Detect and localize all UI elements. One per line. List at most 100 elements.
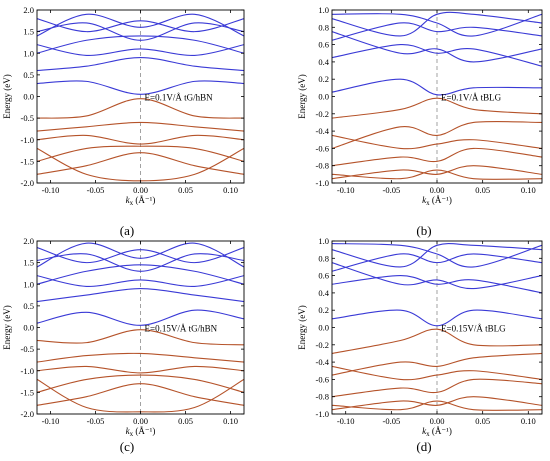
conduction-band-0 — [332, 78, 542, 96]
x-tick-label: 0.00 — [430, 416, 445, 426]
x-axis-label-sub: x — [426, 199, 430, 207]
conduction-band-6 — [37, 242, 244, 268]
valence-band-9 — [332, 147, 542, 167]
x-tick-label: 0.05 — [475, 416, 490, 426]
y-tick-label: -0.5 — [21, 113, 34, 123]
valence-band-11 — [332, 400, 542, 411]
x-tick-label: -0.10 — [42, 416, 60, 426]
x-tick-label: -0.05 — [87, 416, 105, 426]
y-tick-label: -1.5 — [21, 387, 34, 397]
y-tick-label: -0.4 — [316, 126, 330, 136]
y-tick-label: 1.0 — [23, 279, 34, 289]
x-tick-label: -0.05 — [382, 185, 400, 195]
x-tick-label: -0.05 — [87, 185, 105, 195]
x-tick-label: 0.10 — [521, 185, 536, 195]
x-axis-label-unit: (Å⁻¹) — [430, 426, 452, 436]
panel-label: (d) — [416, 439, 431, 454]
conduction-band-3 — [332, 253, 542, 272]
bands-group — [37, 10, 244, 183]
valence-band-10 — [37, 374, 244, 393]
conduction-band-4 — [332, 243, 542, 268]
panel-d: 1.0 0.8 0.6 0.4 0.2 0.0 -0.2 -0.4 -0.6 -0.8 -1.0 -0… — [297, 236, 543, 454]
conduction-band-5 — [37, 18, 244, 33]
x-tick-label: 0.00 — [133, 416, 148, 426]
valence-band-11 — [37, 152, 244, 175]
y-tick-label: 0.6 — [318, 271, 329, 281]
y-tick-label: -2.0 — [21, 178, 34, 188]
field-annotation: E=0.15V/Å tG/hBN — [145, 324, 218, 334]
y-axis-label: Energy (eV) — [297, 305, 307, 350]
panel-a: 2.0 1.5 1.0 0.5 0.0 -0.5 -1.0 -1.5 -2.0 -0.10 -0.0… — [2, 5, 245, 238]
y-tick-label: -0.4 — [316, 357, 330, 367]
x-tick-label: -0.10 — [337, 185, 355, 195]
x-axis-label-sub: x — [426, 430, 430, 438]
y-tick-label: 0.2 — [318, 74, 329, 84]
y-tick-label: -0.6 — [316, 374, 329, 384]
x-tick-label: -0.10 — [42, 185, 60, 195]
conduction-band-3 — [37, 35, 244, 54]
conduction-band-2 — [332, 262, 542, 290]
valence-band-10 — [332, 165, 542, 180]
y-tick-label: -1.0 — [21, 135, 34, 145]
y-tick-label: 1.0 — [318, 236, 329, 246]
conduction-band-6 — [37, 13, 244, 37]
conduction-band-5 — [332, 13, 542, 37]
y-tick-label: 1.0 — [318, 5, 329, 15]
conduction-band-3 — [332, 22, 542, 41]
y-tick-label: -0.5 — [21, 344, 34, 354]
y-tick-label: 0.8 — [318, 253, 329, 263]
y-tick-label: 2.0 — [23, 236, 34, 246]
y-tick-label: 0.0 — [23, 323, 34, 333]
valence-band-9 — [37, 134, 244, 145]
y-tick-label: 0.6 — [318, 40, 329, 50]
x-axis-label-unit: (Å⁻¹) — [133, 195, 155, 205]
valence-band-9 — [332, 378, 542, 398]
conduction-band-4 — [332, 11, 542, 37]
bands-group — [332, 10, 542, 183]
bands-group — [37, 241, 244, 414]
valence-band-7 — [37, 329, 244, 346]
x-axis-label-k: k — [126, 195, 131, 205]
x-tick-label: 0.00 — [133, 185, 148, 195]
y-tick-label: -2.0 — [21, 409, 34, 419]
x-axis-label-k: k — [422, 195, 427, 205]
y-tick-label: 0.5 — [23, 70, 34, 80]
y-tick-label: 0.0 — [318, 92, 329, 102]
panel-b: 1.0 0.8 0.6 0.4 0.2 0.0 -0.2 -0.4 -0.6 -0.8 -1.0 -0… — [297, 5, 543, 238]
x-tick-label: 0.00 — [430, 185, 445, 195]
conduction-band-5 — [332, 243, 542, 268]
x-tick-label: -0.05 — [382, 416, 400, 426]
field-annotation: E=0.15V/Å tBLG — [441, 324, 506, 334]
x-tick-label: 0.05 — [475, 185, 490, 195]
y-tick-label: -1.0 — [316, 178, 329, 188]
x-tick-label: 0.05 — [178, 185, 193, 195]
y-tick-label: 1.5 — [23, 27, 34, 37]
x-tick-label: 0.10 — [223, 416, 238, 426]
y-tick-label: -0.2 — [316, 109, 329, 119]
y-tick-label: 1.0 — [23, 48, 34, 58]
conduction-band-4 — [37, 253, 244, 272]
conduction-band-2 — [37, 275, 244, 287]
y-tick-label: 0.0 — [318, 323, 329, 333]
panel-c: 2.0 1.5 1.0 0.5 0.0 -0.5 -1.0 -1.5 -2.0 -0.10 -0.0… — [2, 236, 245, 454]
conduction-band-1 — [37, 288, 244, 303]
y-tick-label: 0.2 — [318, 305, 329, 315]
valence-band-8 — [37, 121, 244, 132]
y-tick-label: 2.0 — [23, 5, 34, 15]
y-tick-label: -1.0 — [316, 409, 329, 419]
conduction-band-4 — [37, 22, 244, 41]
valence-band-10 — [37, 145, 244, 162]
conduction-band-3 — [37, 264, 244, 285]
y-tick-label: 0.4 — [318, 288, 329, 298]
y-axis-label: Energy (eV) — [2, 74, 12, 119]
x-tick-label: 0.10 — [223, 185, 238, 195]
x-axis-label: kx (Å⁻¹) — [422, 195, 452, 207]
y-axis-label: Energy (eV) — [2, 305, 12, 350]
y-axis-label: Energy (eV) — [297, 74, 307, 119]
conduction-band-1 — [37, 57, 244, 72]
conduction-band-2 — [332, 31, 542, 63]
valence-band-9 — [37, 365, 244, 374]
x-axis-label-sub: x — [130, 430, 134, 438]
x-axis-label-unit: (Å⁻¹) — [430, 195, 452, 205]
panel-label: (a) — [120, 223, 134, 238]
